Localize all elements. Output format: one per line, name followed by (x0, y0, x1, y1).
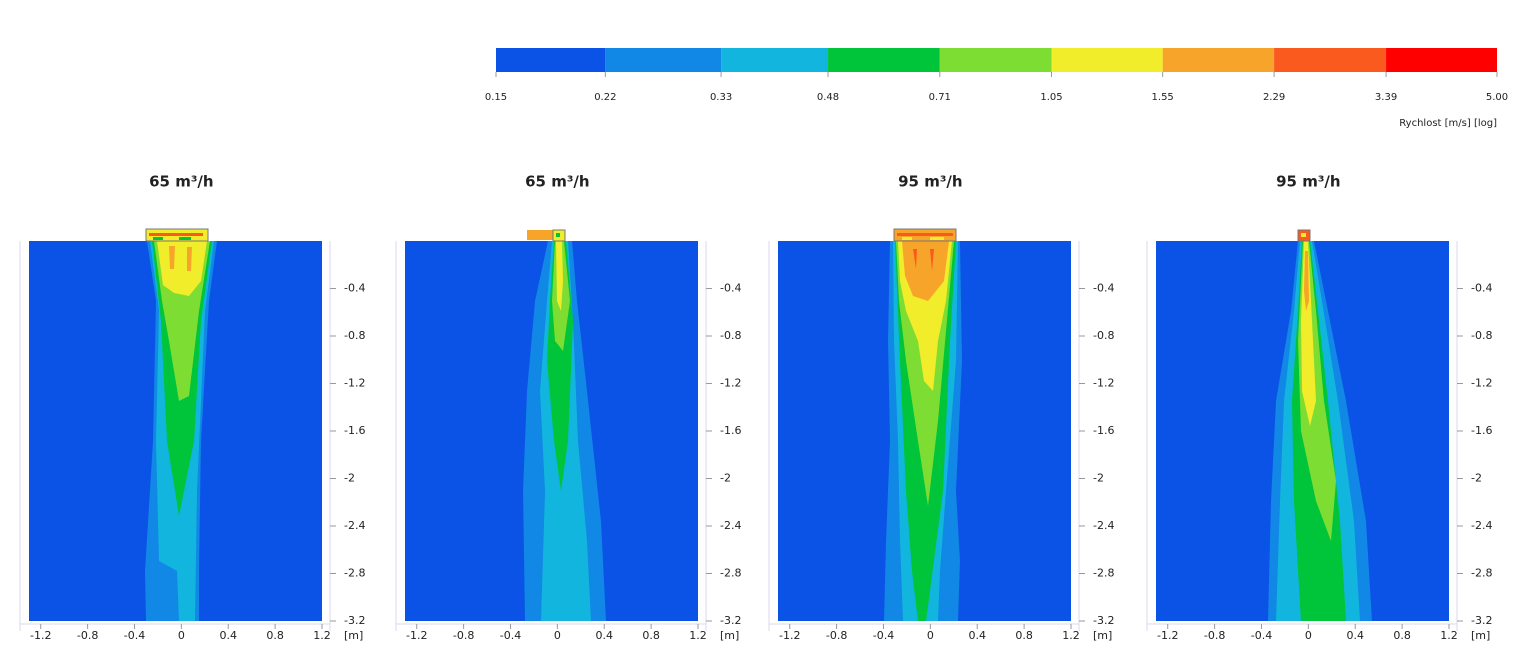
x-tick-label: -1.2 (30, 629, 51, 642)
x-axis-label: [m] (720, 629, 739, 642)
velocity-field (29, 228, 322, 621)
colorbar-band (1386, 48, 1497, 72)
y-tick-label: -3.2 (1093, 614, 1114, 627)
x-tick-label: -0.8 (77, 629, 98, 642)
x-tick-label: 0.4 (1346, 629, 1364, 642)
x-axis-label: [m] (1471, 629, 1490, 642)
x-tick-label: 0 (554, 629, 561, 642)
y-tick-label: -3.2 (344, 614, 365, 627)
y-tick-label: -2.8 (720, 567, 741, 580)
colorbar-tick-label: 0.33 (710, 92, 732, 103)
x-tick-label: 0.8 (642, 629, 660, 642)
x-tick-label: -0.4 (500, 629, 521, 642)
x-axis-label: [m] (344, 629, 363, 642)
y-tick-label: -1.2 (1471, 377, 1492, 390)
y-tick-label: -0.4 (1471, 282, 1492, 295)
y-tick-label: -0.8 (1471, 329, 1492, 342)
colorbar-tick-label: 1.55 (1152, 92, 1174, 103)
x-tick-label: -0.8 (1204, 629, 1225, 642)
y-tick-label: -1.2 (1093, 377, 1114, 390)
x-tick-label: 0.4 (595, 629, 613, 642)
y-tick-label: -3.2 (1471, 614, 1492, 627)
colorbar-band (939, 48, 1052, 72)
velocity-field (405, 229, 698, 621)
y-tick-label: -2.8 (1471, 567, 1492, 580)
panel-title: 65 m³/h (149, 173, 213, 191)
y-tick-label: -0.8 (344, 329, 365, 342)
x-tick-label: 1.2 (689, 629, 707, 642)
x-tick-label: 0.4 (219, 629, 237, 642)
panel-title: 95 m³/h (1276, 173, 1340, 191)
y-tick-label: -2 (344, 472, 355, 485)
y-tick-label: -2.8 (344, 567, 365, 580)
panel: -1.2 -0.8 -0.4 0 0.4 0.8 1.2 [m] -0.4 -0.8 -1.2 -1.… (1146, 229, 1492, 642)
y-tick-label: -0.8 (1093, 329, 1114, 342)
y-tick-label: -0.4 (720, 282, 741, 295)
panel-title: 95 m³/h (898, 173, 962, 191)
y-tick-label: -1.6 (344, 424, 365, 437)
y-tick-label: -1.6 (720, 424, 741, 437)
y-tick-label: -2.4 (1093, 519, 1114, 532)
panel: -1.2 -0.8 -0.4 0 0.4 0.8 1.2 [m] -0.4 -0.8 -1.2 -1.… (19, 228, 365, 642)
y-tick-label: -2.4 (1471, 519, 1492, 532)
x-tick-label: 1.2 (313, 629, 331, 642)
colorbar-tick-label: 1.05 (1040, 92, 1062, 103)
colorbar-tick-label: 0.48 (817, 92, 839, 103)
y-tick-label: -1.2 (344, 377, 365, 390)
colorbar-tick-label: 3.39 (1375, 92, 1397, 103)
y-tick-label: -2 (720, 472, 731, 485)
x-tick-label: 0 (927, 629, 934, 642)
x-tick-label: 0.8 (1015, 629, 1033, 642)
y-tick-label: -2.4 (720, 519, 741, 532)
colorbar-band (1274, 48, 1387, 72)
x-tick-label: -0.4 (1251, 629, 1272, 642)
y-tick-label: -0.8 (720, 329, 741, 342)
y-tick-label: -1.2 (720, 377, 741, 390)
x-tick-label: -1.2 (406, 629, 427, 642)
y-tick-label: -2.8 (1093, 567, 1114, 580)
colorbar-tick-label: 0.15 (485, 92, 507, 103)
x-tick-label: 0.8 (1393, 629, 1411, 642)
x-tick-label: -1.2 (779, 629, 800, 642)
x-tick-label: 0 (178, 629, 185, 642)
colorbar-band (496, 48, 606, 72)
x-tick-label: 0.8 (266, 629, 284, 642)
y-tick-label: -0.4 (1093, 282, 1114, 295)
x-tick-label: 1.2 (1062, 629, 1080, 642)
colorbar-band (721, 48, 829, 72)
panel: -1.2 -0.8 -0.4 0 0.4 0.8 1.2 [m] -0.4 -0.8 -1.2 -1.… (768, 228, 1114, 642)
colorbar-band (605, 48, 722, 72)
panel: -1.2 -0.8 -0.4 0 0.4 0.8 1.2 [m] -0.4 -0.8 -1.2 -1.… (395, 229, 741, 642)
y-tick-label: -1.6 (1471, 424, 1492, 437)
y-tick-label: -2 (1471, 472, 1482, 485)
x-tick-label: -0.8 (453, 629, 474, 642)
x-tick-label: -0.8 (826, 629, 847, 642)
colorbar-tick-label: 0.71 (929, 92, 951, 103)
panel-title: 65 m³/h (525, 173, 589, 191)
x-tick-label: 0 (1305, 629, 1312, 642)
x-tick-label: -0.4 (873, 629, 894, 642)
y-tick-label: -2 (1093, 472, 1104, 485)
velocity-field (1156, 229, 1449, 621)
y-tick-label: -2.4 (344, 519, 365, 532)
colorbar-band (828, 48, 940, 72)
y-tick-label: -1.6 (1093, 424, 1114, 437)
x-tick-label: -1.2 (1157, 629, 1178, 642)
colorbar-tick-label: 5.00 (1486, 92, 1508, 103)
x-tick-label: -0.4 (124, 629, 145, 642)
colorbar-title: Rychlost [m/s] [log] (1399, 118, 1497, 129)
x-axis-label: [m] (1093, 629, 1112, 642)
velocity-field (778, 228, 1071, 621)
colorbar-band (1162, 48, 1275, 72)
y-tick-label: -0.4 (344, 282, 365, 295)
x-tick-label: 0.4 (968, 629, 986, 642)
x-tick-label: 1.2 (1440, 629, 1458, 642)
y-tick-label: -3.2 (720, 614, 741, 627)
colorbar-tick-label: 2.29 (1263, 92, 1285, 103)
colorbar-tick-label: 0.22 (594, 92, 616, 103)
colorbar-band (1051, 48, 1163, 72)
